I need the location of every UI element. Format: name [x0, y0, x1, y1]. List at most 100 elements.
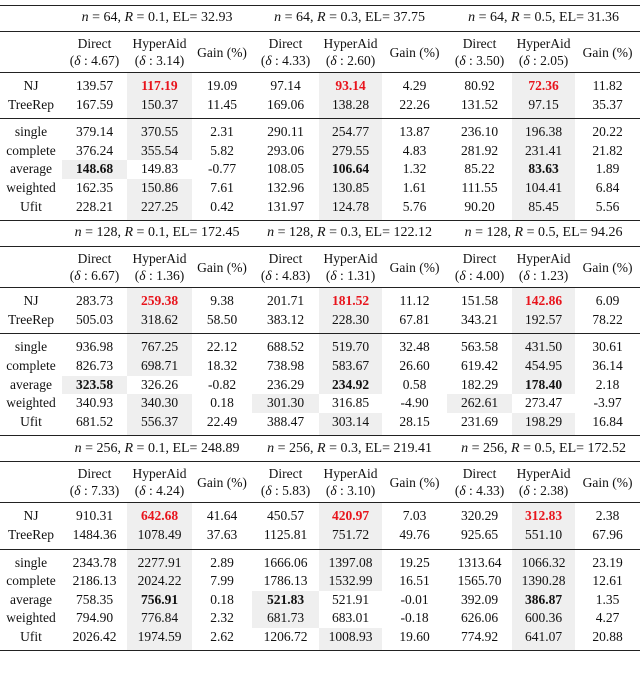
- hyperaid-value: 178.40: [512, 375, 576, 395]
- empty-cell: [0, 221, 62, 247]
- hyperaid-value: 150.37: [127, 95, 192, 119]
- direct-header: Direct (δ : 3.50): [447, 31, 513, 73]
- hyperaid-value: 431.50: [512, 333, 576, 357]
- hyperaid-value: 312.83: [512, 502, 576, 526]
- empty-cell: [0, 436, 62, 462]
- gain-value: 19.25: [382, 548, 448, 573]
- method-label: Ufit: [0, 197, 62, 222]
- method-label: average: [10, 591, 52, 607]
- direct-label: Direct: [77, 251, 112, 267]
- hyperaid-label: HyperAid: [132, 251, 187, 267]
- method-label: TreeRep: [8, 311, 54, 327]
- gain-value: 32.48: [382, 333, 448, 357]
- direct-value: 293.06: [266, 142, 305, 158]
- hyperaid-header: HyperAid (δ : 3.14): [127, 31, 192, 73]
- method-label: Ufit: [0, 412, 62, 437]
- delta-value: 6.67: [91, 268, 115, 284]
- direct-value: 301.30: [252, 394, 320, 413]
- direct-value: 148.68: [62, 160, 127, 179]
- empty-cell: [0, 246, 62, 288]
- direct-value: 383.12: [266, 311, 305, 327]
- table-row: NJ 910.31 642.68 41.64 450.57 420.97 7.03 320.2…: [0, 502, 640, 526]
- direct-value: 201.71: [252, 287, 320, 311]
- column-header-row: Direct (δ : 4.67) HyperAid (δ : 3.14) Gain (…: [0, 31, 640, 73]
- gain-header: Gain (%): [382, 461, 448, 503]
- gain-value: 2.18: [595, 376, 620, 392]
- n-value: 256: [96, 440, 118, 456]
- gain-value: 49.76: [399, 526, 430, 542]
- hyperaid-value: 130.85: [319, 178, 383, 198]
- delta-value: 4.00: [476, 268, 500, 284]
- hyperaid-value: 519.70: [319, 333, 383, 357]
- hyperaid-value: 234.92: [319, 375, 383, 395]
- gain-value: 2.31: [192, 118, 253, 142]
- table-row: Ufit 681.52 556.37 22.49 388.47 303.14 28.15 23…: [0, 412, 640, 437]
- el-value: 172.52: [587, 440, 627, 456]
- gain-value: 0.58: [402, 376, 427, 392]
- hyperaid-value: 683.01: [331, 610, 370, 626]
- direct-value: 910.31: [62, 502, 127, 526]
- setting-header: n = 256, R = 0.3, EL= 219.41: [267, 440, 432, 456]
- table-row: TreeRep 167.59 150.37 11.45 169.06 138.28 22.2…: [0, 95, 640, 119]
- r-value: 0.1: [147, 10, 166, 26]
- delta-value: 1.31: [347, 268, 371, 284]
- el-value: 122.12: [393, 225, 432, 241]
- gain-value: 26.60: [399, 357, 430, 373]
- gain-value: 18.32: [206, 357, 238, 373]
- table-row: NJ 139.57 117.19 19.09 97.14 93.14 4.29 80.92 72…: [0, 71, 640, 96]
- hyperaid-value: 149.83: [140, 161, 179, 177]
- hyperaid-value: 370.55: [127, 118, 192, 142]
- direct-value: 111.55: [461, 179, 498, 195]
- direct-value: 392.09: [461, 591, 499, 607]
- gain-value: 22.12: [192, 333, 253, 357]
- table-row: single 379.14 370.55 2.31 290.11 254.77 13.87 2…: [0, 118, 640, 142]
- gain-value: 11.12: [382, 287, 448, 311]
- gain-header: Gain (%): [575, 31, 640, 73]
- hyperaid-header: HyperAid (δ : 1.36): [127, 246, 192, 288]
- el-value: 248.89: [200, 440, 240, 456]
- direct-value: 281.92: [461, 142, 499, 158]
- hyperaid-value: 2024.22: [127, 572, 192, 591]
- direct-value: 90.20: [447, 197, 513, 222]
- hyperaid-header: HyperAid (δ : 2.38): [512, 461, 576, 503]
- hyperaid-value: 751.72: [319, 525, 383, 549]
- hyperaid-value: 556.37: [127, 412, 192, 437]
- direct-value: 231.69: [447, 412, 513, 437]
- table-row: complete 826.73 698.71 18.32 738.98 583.67 26.…: [0, 356, 640, 376]
- gain-value: 58.50: [206, 311, 238, 327]
- hyperaid-value: 85.45: [512, 197, 576, 222]
- direct-value: 688.52: [252, 333, 320, 357]
- gain-value: -3.97: [593, 395, 622, 411]
- gain-value: 1.35: [595, 591, 620, 607]
- hyperaid-header: HyperAid (δ : 4.24): [127, 461, 192, 503]
- hyperaid-value: 1390.28: [512, 572, 576, 591]
- empty-cell: [0, 461, 62, 503]
- setting-header: n = 128, R = 0.5, EL= 94.26: [464, 225, 623, 241]
- el-value: 32.93: [200, 10, 233, 26]
- gain-value: 9.38: [192, 287, 253, 311]
- settings-row: n = 256, R = 0.1, EL= 248.89 n = 256, R =…: [0, 436, 640, 462]
- hyperaid-value: 340.30: [127, 394, 192, 413]
- direct-value: 505.03: [75, 311, 114, 327]
- hyperaid-value: 303.14: [319, 412, 383, 437]
- hyperaid-value: 698.71: [127, 356, 192, 376]
- direct-value: 108.05: [266, 161, 305, 177]
- gain-value: 19.09: [192, 71, 253, 96]
- direct-header: Direct (δ : 6.67): [62, 246, 127, 288]
- gain-value: 1.32: [402, 161, 427, 177]
- hyperaid-value: 273.47: [525, 395, 563, 411]
- hyperaid-header: HyperAid (δ : 1.31): [319, 246, 383, 288]
- table-row: NJ 283.73 259.38 9.38 201.71 181.52 11.12 151.5…: [0, 287, 640, 311]
- table-row: single 2343.78 2277.91 2.89 1666.06 1397.08 19…: [0, 548, 640, 573]
- el-value: 37.75: [393, 10, 425, 26]
- method-label: NJ: [0, 287, 62, 311]
- gain-value: 36.14: [592, 357, 623, 373]
- gain-value: 5.82: [210, 142, 234, 158]
- direct-value: 320.29: [447, 502, 513, 526]
- direct-value: 619.42: [461, 357, 499, 373]
- gain-value: 78.22: [592, 311, 623, 327]
- direct-value: 162.35: [75, 179, 114, 195]
- gain-header: Gain (%): [382, 31, 448, 73]
- hyperaid-value: 93.14: [319, 71, 383, 96]
- gain-value: 13.87: [382, 118, 448, 142]
